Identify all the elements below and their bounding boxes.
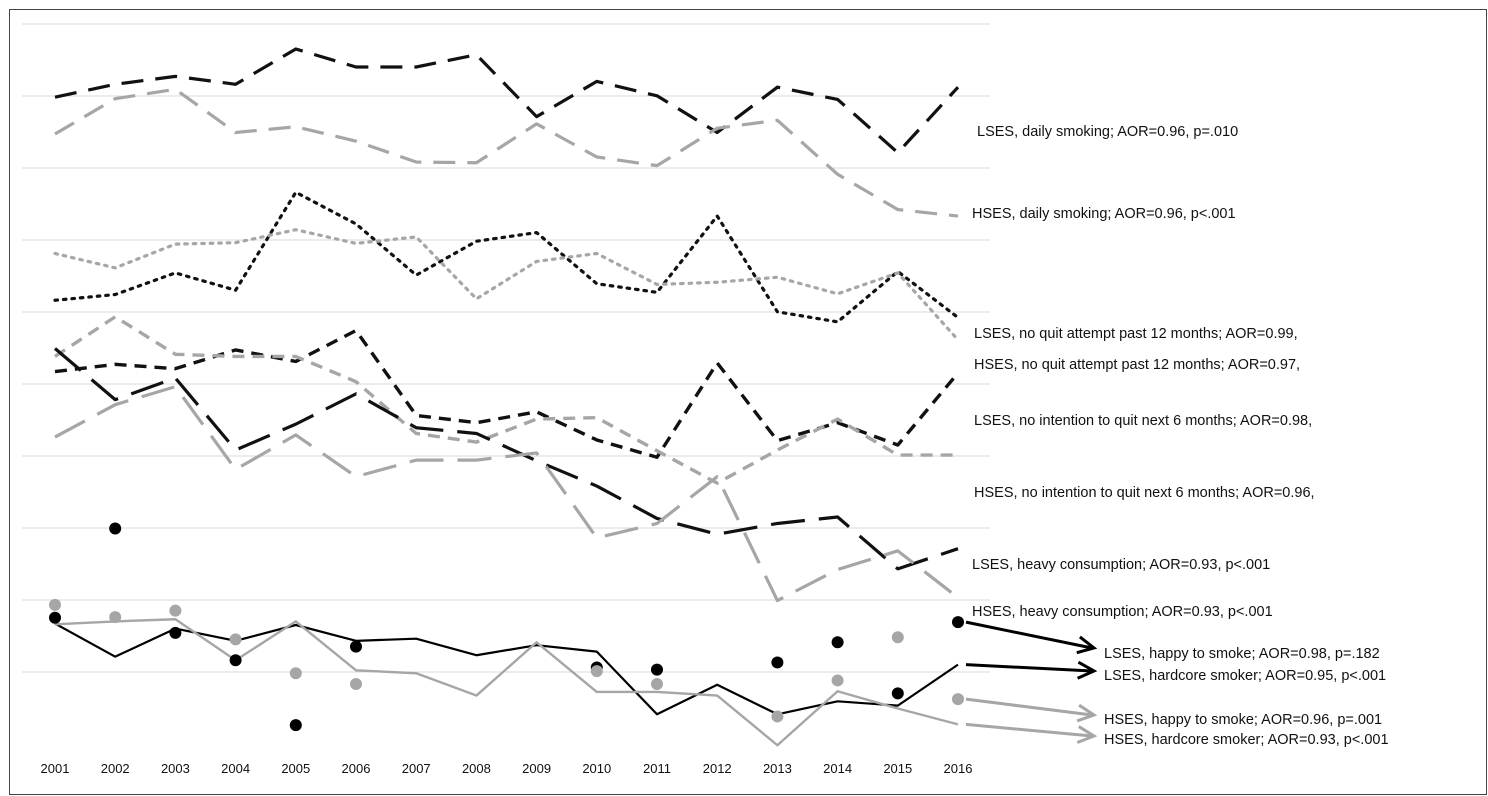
series-label-hses-hardcore-smoker-aor-0-93-p-001: HSES, hardcore smoker; AOR=0.93, p<.001 bbox=[1104, 732, 1389, 748]
marker-lses-happy-to-smoke-aor-0-98-p-182 bbox=[229, 654, 242, 667]
marker-hses-happy-to-smoke-aor-0-96-p-001 bbox=[831, 674, 844, 687]
series-label-hses-heavy-consumption-aor-0-93-p-001: HSES, heavy consumption; AOR=0.93, p<.00… bbox=[972, 604, 1273, 620]
x-tick-label: 2010 bbox=[582, 761, 611, 776]
arrow-head bbox=[1076, 703, 1098, 723]
arrow-line bbox=[965, 620, 1093, 650]
x-tick-label: 2008 bbox=[462, 761, 491, 776]
line-lses-heavy-consumption-aor-0-93-p-001 bbox=[53, 347, 959, 571]
series-label-lses-no-intention-to-quit-next-6-months-aor-0-98: LSES, no intention to quit next 6 months… bbox=[974, 413, 1312, 429]
x-tick-label: 2007 bbox=[402, 761, 431, 776]
line-lses-hardcore-smoker-aor-0-95-p-001 bbox=[54, 622, 959, 716]
line-lses-no-quit-attempt-past-12-months-aor-0-99 bbox=[53, 190, 960, 324]
x-tick-label: 2016 bbox=[944, 761, 973, 776]
x-tick-label: 2011 bbox=[643, 761, 671, 776]
x-tick-label: 2015 bbox=[883, 761, 912, 776]
series-label-hses-no-quit-attempt-past-12-months-aor-0-97: HSES, no quit attempt past 12 months; AO… bbox=[974, 357, 1300, 373]
arrow-line bbox=[965, 697, 1093, 717]
marker-hses-happy-to-smoke-aor-0-96-p-001 bbox=[590, 665, 603, 678]
marker-lses-happy-to-smoke-aor-0-98-p-182 bbox=[771, 656, 784, 669]
arrow-line bbox=[965, 722, 1093, 738]
series-label-lses-daily-smoking-aor-0-96-p-010: LSES, daily smoking; AOR=0.96, p=.010 bbox=[977, 124, 1238, 140]
series-label-hses-daily-smoking-aor-0-96-p-001: HSES, daily smoking; AOR=0.96, p<.001 bbox=[972, 206, 1236, 222]
series-lines bbox=[53, 47, 960, 747]
arrow-head bbox=[1077, 660, 1098, 680]
x-tick-label: 2005 bbox=[281, 761, 310, 776]
marker-lses-happy-to-smoke-aor-0-98-p-182 bbox=[831, 636, 844, 649]
marker-lses-happy-to-smoke-aor-0-98-p-182 bbox=[350, 640, 362, 653]
series-labels: LSES, daily smoking; AOR=0.96, p=.010 HSE… bbox=[972, 124, 1389, 748]
line-hses-hardcore-smoker-aor-0-93-p-001 bbox=[54, 618, 959, 747]
series-label-lses-no-quit-attempt-past-12-months-aor-0-99: LSES, no quit attempt past 12 months; AO… bbox=[974, 326, 1298, 342]
x-tick-label: 2004 bbox=[221, 761, 250, 776]
marker-hses-happy-to-smoke-aor-0-96-p-001 bbox=[109, 611, 122, 624]
line-lses-no-intention-to-quit-next-6-months-aor-0-98 bbox=[54, 328, 960, 459]
x-tick-label: 2002 bbox=[101, 761, 130, 776]
marker-lses-happy-to-smoke-aor-0-98-p-182 bbox=[891, 687, 904, 700]
arrow-head bbox=[1076, 635, 1098, 655]
marker-lses-happy-to-smoke-aor-0-98-p-182 bbox=[109, 522, 122, 535]
x-tick-label: 2003 bbox=[161, 761, 190, 776]
series-markers bbox=[49, 522, 964, 732]
marker-hses-happy-to-smoke-aor-0-96-p-001 bbox=[771, 710, 784, 723]
line-hses-no-quit-attempt-past-12-months-aor-0-97 bbox=[53, 228, 960, 342]
label-arrows bbox=[965, 620, 1098, 744]
marker-lses-happy-to-smoke-aor-0-98-p-182 bbox=[289, 719, 302, 732]
x-tick-label: 2001 bbox=[41, 761, 70, 776]
marker-hses-happy-to-smoke-aor-0-96-p-001 bbox=[891, 631, 904, 644]
x-tick-label: 2012 bbox=[703, 761, 732, 776]
series-label-hses-happy-to-smoke-aor-0-96-p-001: HSES, happy to smoke; AOR=0.96, p=.001 bbox=[1104, 712, 1382, 728]
series-label-lses-hardcore-smoker-aor-0-95-p-001: LSES, hardcore smoker; AOR=0.95, p<.001 bbox=[1104, 668, 1386, 684]
marker-lses-happy-to-smoke-aor-0-98-p-182 bbox=[49, 611, 61, 624]
marker-hses-happy-to-smoke-aor-0-96-p-001 bbox=[229, 633, 242, 646]
x-tick-label: 2013 bbox=[763, 761, 792, 776]
arrow-line bbox=[965, 663, 1093, 673]
line-hses-no-intention-to-quit-next-6-months-aor-0-96 bbox=[54, 315, 958, 485]
marker-lses-happy-to-smoke-aor-0-98-p-182 bbox=[651, 663, 663, 676]
x-tick-label: 2006 bbox=[342, 761, 371, 776]
series-label-hses-no-intention-to-quit-next-6-months-aor-0-96: HSES, no intention to quit next 6 months… bbox=[974, 485, 1315, 501]
marker-hses-happy-to-smoke-aor-0-96-p-001 bbox=[49, 598, 61, 611]
series-label-lses-happy-to-smoke-aor-0-98-p-182: LSES, happy to smoke; AOR=0.98, p=.182 bbox=[1104, 646, 1380, 662]
series-label-lses-heavy-consumption-aor-0-93-p-001: LSES, heavy consumption; AOR=0.93, p<.00… bbox=[972, 557, 1270, 573]
arrow-head bbox=[1076, 725, 1098, 744]
marker-hses-happy-to-smoke-aor-0-96-p-001 bbox=[350, 678, 362, 691]
x-tick-label: 2014 bbox=[823, 761, 852, 776]
x-axis-ticks: 2001 2002 2003 2004 2005 2006 2007 2008 2009 2010… bbox=[41, 761, 973, 776]
gridlines bbox=[22, 23, 990, 673]
marker-hses-happy-to-smoke-aor-0-96-p-001 bbox=[952, 693, 964, 706]
marker-lses-happy-to-smoke-aor-0-98-p-182 bbox=[952, 616, 964, 629]
line-hses-daily-smoking-aor-0-96-p-001 bbox=[54, 87, 959, 218]
line-hses-heavy-consumption-aor-0-93-p-001 bbox=[54, 385, 959, 603]
marker-hses-happy-to-smoke-aor-0-96-p-001 bbox=[651, 678, 663, 691]
marker-lses-happy-to-smoke-aor-0-98-p-182 bbox=[169, 626, 182, 639]
marker-hses-happy-to-smoke-aor-0-96-p-001 bbox=[169, 604, 182, 617]
x-tick-label: 2009 bbox=[522, 761, 551, 776]
marker-hses-happy-to-smoke-aor-0-96-p-001 bbox=[289, 667, 302, 680]
line-lses-daily-smoking-aor-0-96-p-010 bbox=[54, 47, 960, 155]
